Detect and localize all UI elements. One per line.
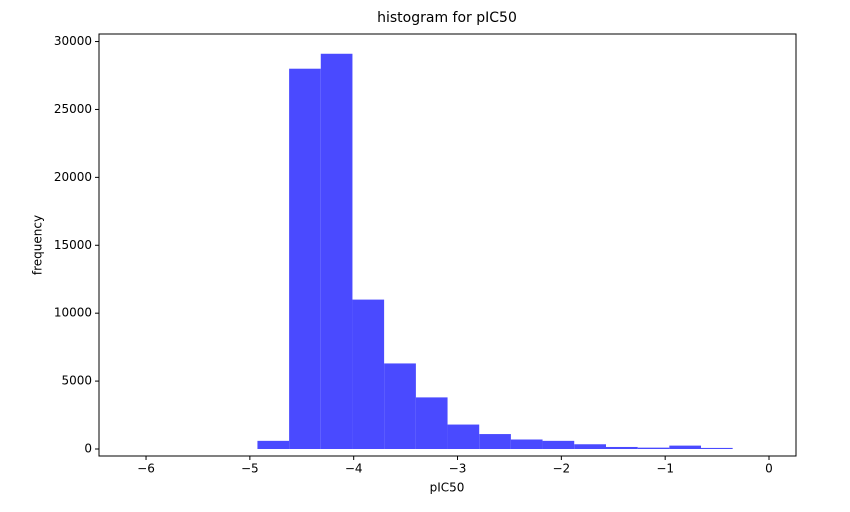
y-tick-label: 20000 bbox=[54, 170, 92, 184]
x-axis-label: pIC50 bbox=[430, 481, 465, 495]
bar bbox=[289, 68, 321, 450]
bar bbox=[542, 440, 575, 450]
y-tick-label: 5000 bbox=[61, 374, 92, 388]
bar bbox=[605, 446, 638, 450]
y-tick-label: 25000 bbox=[54, 102, 92, 116]
x-tick-label: −1 bbox=[656, 462, 674, 476]
bar bbox=[447, 424, 480, 450]
bar bbox=[257, 440, 290, 450]
x-tick-label: −2 bbox=[552, 462, 570, 476]
bar bbox=[352, 299, 385, 450]
chart-title: histogram for pIC50 bbox=[377, 10, 517, 26]
x-tick-label: −4 bbox=[345, 462, 363, 476]
x-tick-label: −6 bbox=[137, 462, 155, 476]
y-axis-label: frequency bbox=[31, 215, 45, 275]
y-tick-label: 15000 bbox=[54, 238, 92, 252]
bar bbox=[637, 447, 670, 450]
bar bbox=[700, 447, 733, 450]
bar bbox=[384, 363, 416, 450]
bar bbox=[415, 397, 448, 450]
bar bbox=[574, 444, 606, 450]
y-tick-label: 30000 bbox=[54, 34, 92, 48]
plot-frame bbox=[98, 33, 797, 457]
y-tick-label: 10000 bbox=[54, 306, 92, 320]
x-tick-label: 0 bbox=[765, 462, 773, 476]
bar bbox=[479, 434, 511, 450]
bar bbox=[320, 53, 353, 450]
bar bbox=[510, 439, 543, 450]
bar bbox=[669, 445, 701, 450]
x-tick-label: −5 bbox=[241, 462, 259, 476]
y-tick-label: 0 bbox=[84, 442, 92, 456]
x-tick-label: −3 bbox=[449, 462, 467, 476]
